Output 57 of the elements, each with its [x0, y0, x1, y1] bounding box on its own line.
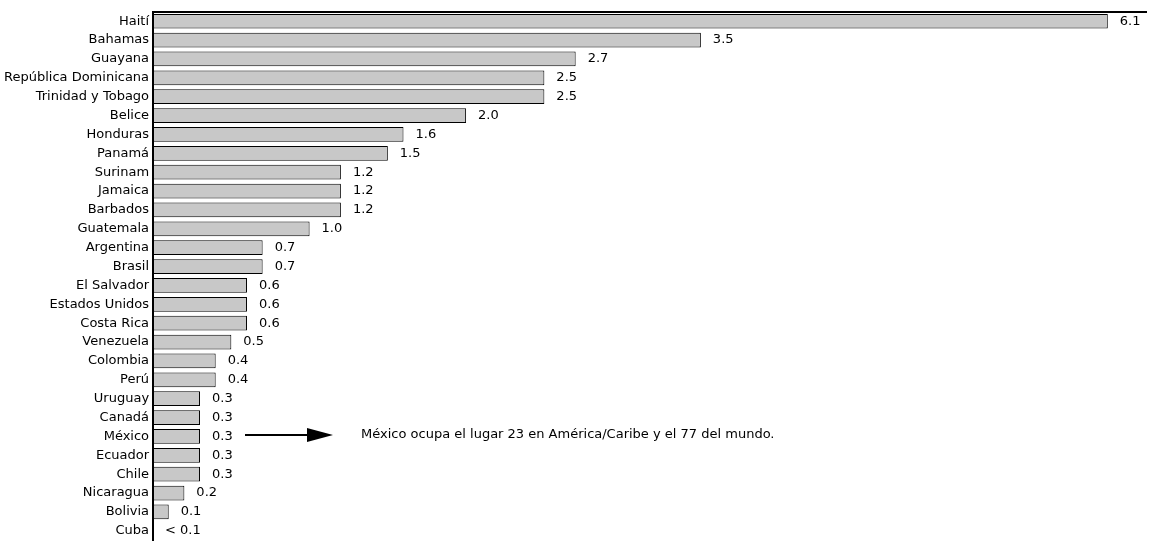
y-tick-label: Nicaragua	[82, 484, 150, 500]
data-label: 1.5	[399, 144, 421, 160]
data-label: 0.2	[196, 484, 218, 500]
y-tick-label: Argentina	[85, 239, 150, 255]
y-tick-label: Belice	[109, 106, 150, 122]
data-label: < 0.1	[165, 522, 201, 538]
y-tick-label: Uruguay	[93, 390, 150, 406]
data-label: 0.4	[227, 352, 249, 368]
y-tick-label: Guatemala	[77, 220, 150, 236]
data-label: 0.6	[258, 295, 280, 311]
data-label: 0.7	[274, 239, 296, 255]
data-label: 0.7	[274, 257, 296, 273]
data-label: 1.0	[321, 220, 343, 236]
data-label: 0.3	[212, 446, 233, 462]
y-tick-label: Barbados	[87, 201, 150, 217]
y-tick-label: Colombia	[87, 352, 150, 368]
data-label: 3.5	[712, 31, 734, 47]
y-tick-label: Honduras	[86, 125, 150, 141]
y-tick-label: El Salvador	[76, 276, 150, 292]
data-label: 0.5	[243, 333, 265, 349]
y-tick-label: Bahamas	[88, 31, 150, 47]
data-label: 0.6	[258, 314, 280, 330]
annotation: México ocupa el lugar 23 en América/Caribe y el 77 del mundo.	[361, 426, 775, 442]
data-label: 0.3	[212, 427, 233, 443]
data-label: 1.2	[352, 201, 374, 217]
y-tick-label: Trinidad y Tobago	[34, 88, 150, 104]
data-label: 2.5	[556, 69, 578, 85]
y-tick-label: Brasil	[112, 257, 150, 273]
y-tick-label: Venezuela	[82, 333, 150, 349]
data-label: 2.7	[587, 50, 609, 66]
data-label: 2.0	[478, 106, 499, 122]
y-tick-label: Haití	[119, 12, 150, 28]
y-tick-label: Ecuador	[95, 446, 150, 462]
y-tick-label: Estados Unidos	[49, 295, 150, 311]
y-tick-label: Cuba	[115, 522, 150, 538]
y-tick-label: Guayana	[90, 50, 150, 66]
y-tick-label: Panamá	[97, 144, 150, 160]
y-tick-label: Bolivia	[105, 503, 150, 519]
data-label: 1.2	[352, 182, 374, 198]
y-tick-label: República Dominicana	[3, 69, 150, 85]
y-tick-label: Jamaica	[96, 182, 150, 198]
y-tick-label: México	[103, 427, 150, 443]
data-label: 0.4	[227, 371, 249, 387]
y-tick-label: Perú	[120, 371, 150, 387]
data-label: 0.6	[258, 276, 280, 292]
data-label: 1.2	[352, 163, 374, 179]
data-label: 6.1	[1119, 12, 1141, 28]
data-label: 0.1	[180, 503, 202, 519]
y-tick-label: Surinam	[94, 163, 150, 179]
data-label: 0.3	[212, 465, 233, 481]
data-label: 2.5	[556, 88, 578, 104]
y-tick-label: Chile	[116, 465, 150, 481]
y-tick-label: Costa Rica	[80, 314, 150, 330]
data-label: 0.3	[212, 390, 233, 406]
data-label: 1.6	[415, 125, 437, 141]
data-label: 0.3	[212, 408, 233, 424]
y-tick-label: Canadá	[99, 408, 150, 424]
